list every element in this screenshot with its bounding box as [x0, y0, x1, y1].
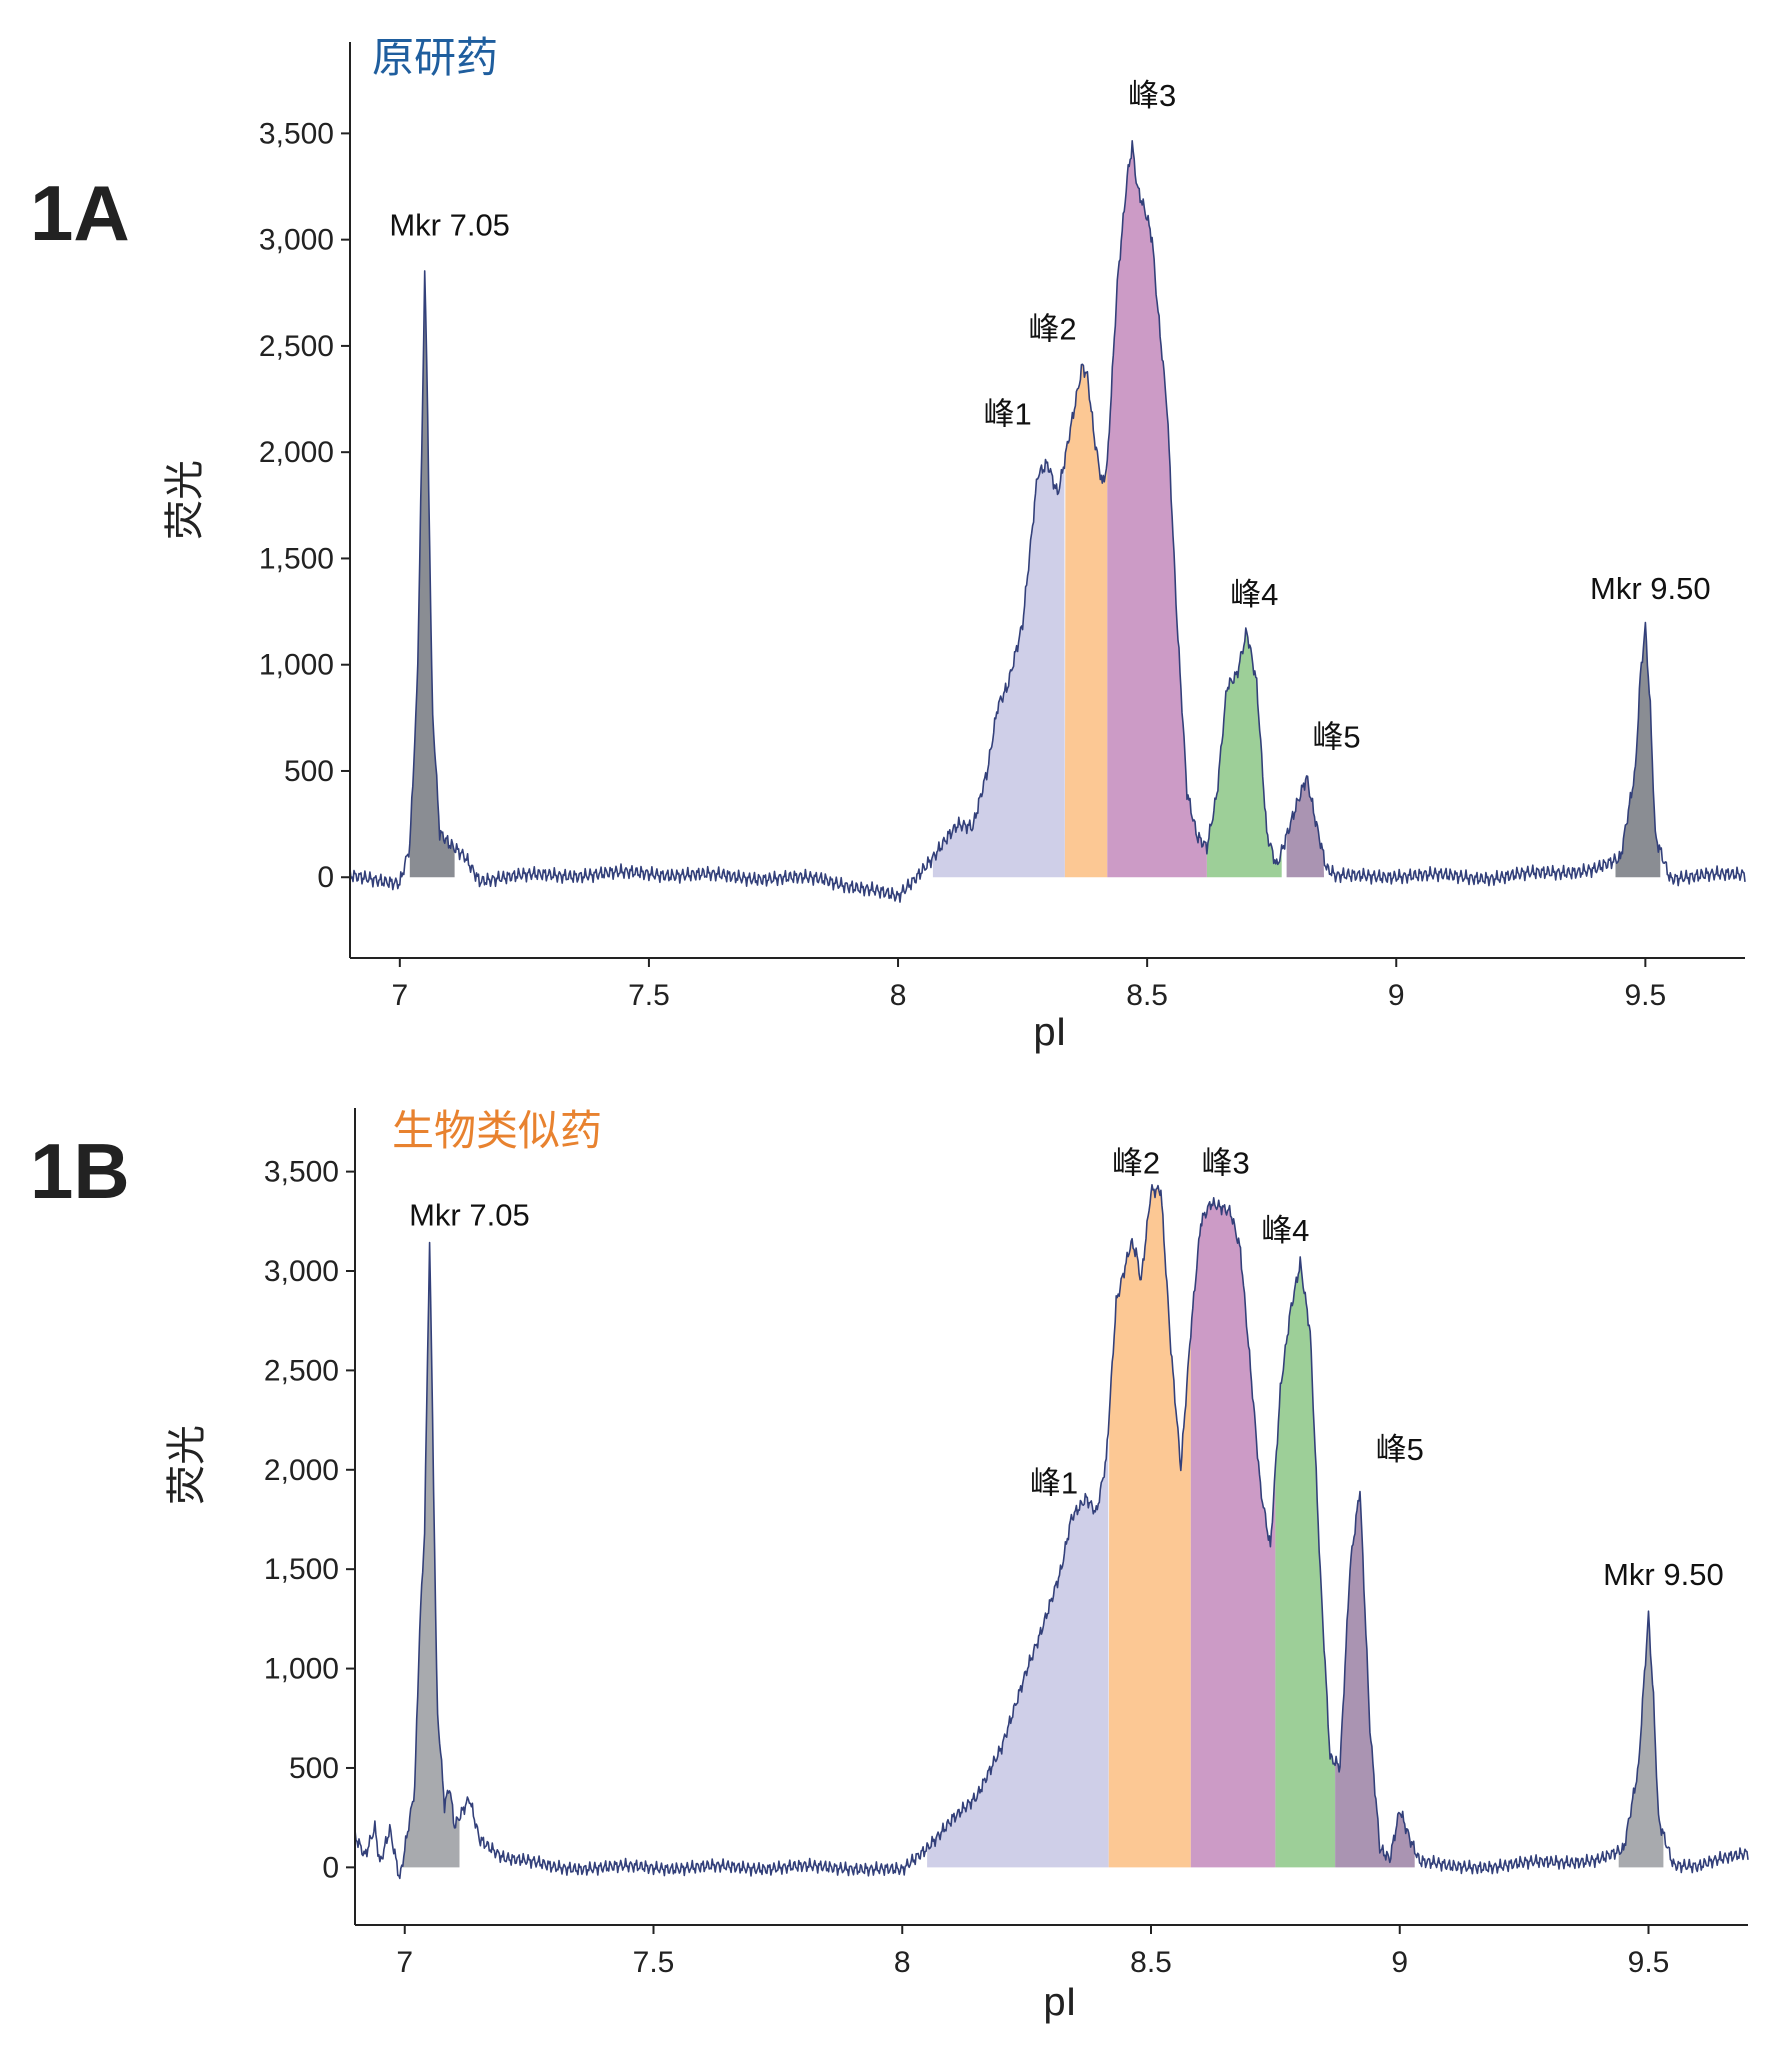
- x-tick-label: 9.5: [1628, 1946, 1670, 1979]
- peak-label: 峰3: [1128, 78, 1176, 113]
- y-tick-label: 3,000: [259, 224, 334, 257]
- x-tick-label: 8: [894, 1946, 911, 1979]
- x-tick-label: 8.5: [1130, 1946, 1172, 1979]
- peak-region-peak-2: [1108, 1184, 1191, 1868]
- y-tick-label: 1,000: [264, 1653, 339, 1686]
- peak-region-marker-7-05: [409, 270, 455, 878]
- y-tick-label: 1,500: [264, 1553, 339, 1586]
- y-tick-label: 0: [322, 1851, 339, 1884]
- chart-panel-1a: 0 500 1,000 1,500 2,000 2,500 3,000 3,500 7 7.5 8 8…: [30, 33, 1746, 1054]
- peak-region-peak-3: [1190, 1197, 1276, 1868]
- peak-label: 峰4: [1230, 577, 1278, 612]
- x-tick-label: 7.5: [628, 979, 670, 1012]
- y-tick-label: 2,000: [259, 436, 334, 469]
- x-axis-label: pI: [1033, 1010, 1066, 1054]
- chart-title: 生物类似药: [392, 1106, 602, 1155]
- peak-label: 峰2: [1028, 312, 1076, 347]
- y-tick-label: 1,500: [259, 542, 334, 575]
- x-tick-label: 7: [391, 979, 408, 1012]
- peak-region-peak-1: [927, 1433, 1109, 1868]
- peak-region-marker-9-50: [1615, 622, 1661, 878]
- panel-label: 1A: [30, 169, 130, 257]
- peak-region-peak-5: [1286, 776, 1324, 878]
- x-tick-label: 8.5: [1126, 979, 1168, 1012]
- peak-region-peak-2: [1064, 364, 1108, 878]
- y-tick-label: 3,000: [264, 1255, 339, 1288]
- peak-label: Mkr 7.05: [389, 207, 510, 242]
- peak-label: Mkr 9.50: [1590, 571, 1711, 606]
- y-tick-label: 2,500: [264, 1354, 339, 1387]
- chart-panel-1b: 0 500 1,000 1,500 2,000 2,500 3,000 3,500 7 7.5 8 8…: [30, 1106, 1749, 2024]
- y-tick-label: 500: [284, 755, 334, 788]
- y-tick-label: 0: [317, 861, 334, 894]
- peak-region-peak-3: [1107, 140, 1207, 878]
- peak-label: 峰3: [1202, 1146, 1250, 1181]
- y-tick-label: 500: [289, 1752, 339, 1785]
- y-axis-label: 荧光: [165, 1425, 209, 1505]
- y-tick-label: 2,000: [264, 1454, 339, 1487]
- peak-label: 峰4: [1261, 1213, 1309, 1248]
- peak-region-peak-4: [1275, 1256, 1336, 1868]
- trace-line: [349, 140, 1746, 903]
- panel-label: 1B: [30, 1127, 130, 1215]
- peak-label: 峰1: [984, 397, 1032, 432]
- y-axis-label: 荧光: [163, 460, 207, 540]
- peak-label: 峰5: [1376, 1432, 1424, 1467]
- peak-label: Mkr 7.05: [409, 1197, 530, 1232]
- peak-label: 峰1: [1030, 1466, 1078, 1501]
- peak-region-marker-7-05: [399, 1242, 460, 1868]
- y-tick-label: 3,500: [259, 117, 334, 150]
- trace-line: [354, 1184, 1749, 1880]
- x-tick-label: 7.5: [633, 1946, 675, 1979]
- x-tick-label: 7: [396, 1946, 413, 1979]
- y-tick-label: 3,500: [264, 1156, 339, 1189]
- peak-label: 峰2: [1112, 1146, 1160, 1181]
- y-tick-label: 2,500: [259, 330, 334, 363]
- x-tick-label: 8: [890, 979, 907, 1012]
- peak-label: 峰5: [1312, 720, 1360, 755]
- x-tick-label: 9: [1391, 1946, 1408, 1979]
- peak-region-peak-4: [1206, 628, 1282, 878]
- peak-label: Mkr 9.50: [1603, 1557, 1724, 1592]
- chart-title: 原研药: [372, 33, 498, 82]
- x-axis-label: pI: [1043, 1980, 1076, 2024]
- peak-region-peak-5: [1335, 1491, 1415, 1868]
- y-tick-label: 1,000: [259, 649, 334, 682]
- peak-region-peak-1: [932, 459, 1065, 878]
- x-tick-label: 9: [1388, 979, 1405, 1012]
- x-tick-label: 9.5: [1624, 979, 1666, 1012]
